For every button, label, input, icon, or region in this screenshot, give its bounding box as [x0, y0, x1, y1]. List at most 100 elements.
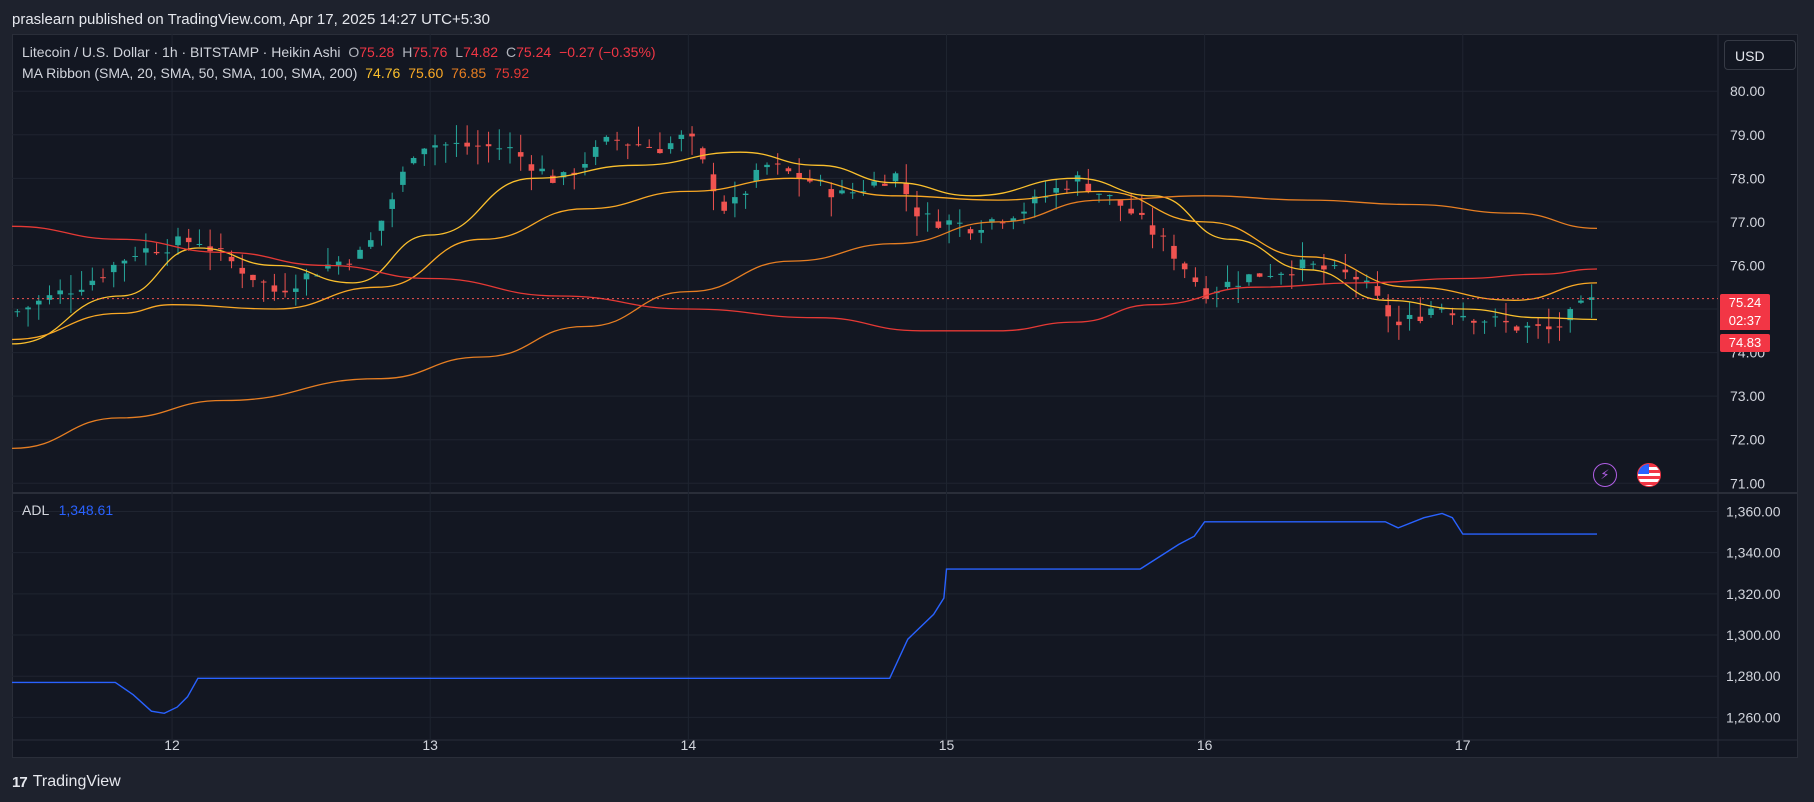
currency-button[interactable]: USD: [1724, 40, 1796, 70]
candle-body: [1096, 193, 1102, 195]
candle: [1331, 260, 1338, 269]
price-axis: 80.0079.0078.0077.0076.0075.0074.0073.00…: [1730, 83, 1765, 491]
published-text: praslearn published on TradingView.com, …: [12, 11, 490, 28]
candle: [1578, 295, 1584, 304]
candles: [14, 125, 1595, 344]
last-price-tag: 75.24: [1720, 294, 1770, 312]
symbol-name[interactable]: Litecoin / U.S. Dollar · 1h · BITSTAMP ·…: [22, 44, 341, 60]
candle: [1096, 193, 1102, 203]
price-tick-label: 72.00: [1730, 432, 1765, 448]
candle-body: [1256, 273, 1263, 277]
candle: [164, 239, 171, 266]
candle-body: [389, 199, 395, 209]
candle: [357, 246, 363, 259]
candle: [635, 126, 642, 147]
ma-ribbon-lines: [11, 151, 1598, 450]
candle-body: [999, 222, 1006, 224]
candle-body: [1428, 308, 1434, 316]
price-tick-label: 80.00: [1730, 83, 1765, 99]
candle: [196, 229, 203, 247]
lightning-icon[interactable]: ⚡: [1593, 463, 1617, 487]
symbol-legend[interactable]: Litecoin / U.S. Dollar · 1h · BITSTAMP ·…: [22, 44, 656, 60]
time-tick-label: 14: [681, 737, 697, 753]
candle-body: [924, 213, 931, 215]
candle-body: [635, 144, 642, 146]
ma-ribbon-label[interactable]: MA Ribbon (SMA, 20, SMA, 50, SMA, 100, S…: [22, 65, 358, 81]
candle: [14, 309, 21, 317]
price-tick-label: 78.00: [1730, 170, 1765, 186]
candle: [453, 125, 460, 157]
tradingview-logo-icon: 17: [12, 773, 28, 791]
candle-body: [507, 147, 513, 149]
adl-tick-label: 1,320.00: [1726, 586, 1781, 602]
candle-body: [667, 143, 674, 150]
candle-body: [882, 183, 888, 186]
candle-body: [903, 183, 910, 195]
candle: [485, 131, 492, 163]
candle-body: [357, 249, 363, 259]
candle: [956, 209, 963, 237]
candle-body: [753, 169, 760, 182]
candle-body: [592, 146, 599, 157]
candle-body: [624, 144, 631, 146]
time-axis: 12 13 14 15 16 17: [164, 737, 1471, 753]
candle: [742, 191, 749, 209]
candle: [1449, 307, 1456, 325]
candle-body: [539, 168, 545, 172]
candle-body: [871, 181, 877, 186]
candle: [1278, 271, 1284, 285]
candle-body: [1149, 225, 1156, 235]
adl-label[interactable]: ADL: [22, 502, 49, 518]
candle-body: [1267, 275, 1274, 277]
candle: [389, 192, 395, 228]
candle: [603, 135, 610, 145]
candle-body: [1053, 188, 1059, 193]
candle: [175, 227, 181, 255]
candle: [978, 220, 985, 244]
candle-body: [1438, 308, 1445, 310]
candle: [539, 155, 545, 175]
candle: [1535, 317, 1541, 339]
candle-body: [657, 149, 663, 154]
ma-ribbon-legend[interactable]: MA Ribbon (SMA, 20, SMA, 50, SMA, 100, S…: [22, 65, 529, 81]
candle-body: [839, 190, 845, 194]
candle: [132, 246, 138, 262]
candle-body: [293, 288, 299, 292]
adl-tick-label: 1,340.00: [1726, 545, 1781, 561]
candle: [46, 285, 53, 305]
candle-body: [721, 201, 727, 211]
candle-body: [1503, 320, 1509, 323]
candle: [1417, 297, 1424, 324]
candle: [1546, 308, 1552, 344]
candle-body: [303, 273, 310, 280]
candle-body: [432, 145, 438, 148]
candle: [721, 195, 727, 214]
candle-body: [1546, 326, 1552, 330]
candle-body: [1085, 183, 1092, 192]
candle: [1042, 181, 1049, 203]
candle: [1117, 199, 1124, 222]
candle-body: [1471, 320, 1477, 323]
candle-body: [1160, 235, 1167, 237]
ma200-value: 75.92: [494, 65, 530, 81]
candle-body: [110, 264, 117, 273]
sub-price-tag: 74.83: [1720, 334, 1770, 352]
us-flag-icon[interactable]: [1637, 463, 1661, 487]
candle-body: [1278, 273, 1284, 275]
candle-body: [603, 136, 610, 142]
candle-body: [218, 248, 224, 250]
ma20-line: [11, 151, 1598, 345]
candle-body: [1031, 196, 1038, 204]
adl-legend[interactable]: ADL 1,348.61: [22, 502, 113, 518]
candle-body: [935, 221, 942, 228]
candle: [849, 182, 856, 199]
candle: [293, 274, 299, 306]
ma100-line: [11, 195, 1598, 450]
candle-body: [1192, 277, 1199, 283]
candle-body: [1106, 195, 1113, 197]
candle-body: [475, 145, 481, 147]
candle-body: [1321, 265, 1327, 270]
candle: [143, 233, 149, 266]
candle: [1064, 180, 1070, 194]
